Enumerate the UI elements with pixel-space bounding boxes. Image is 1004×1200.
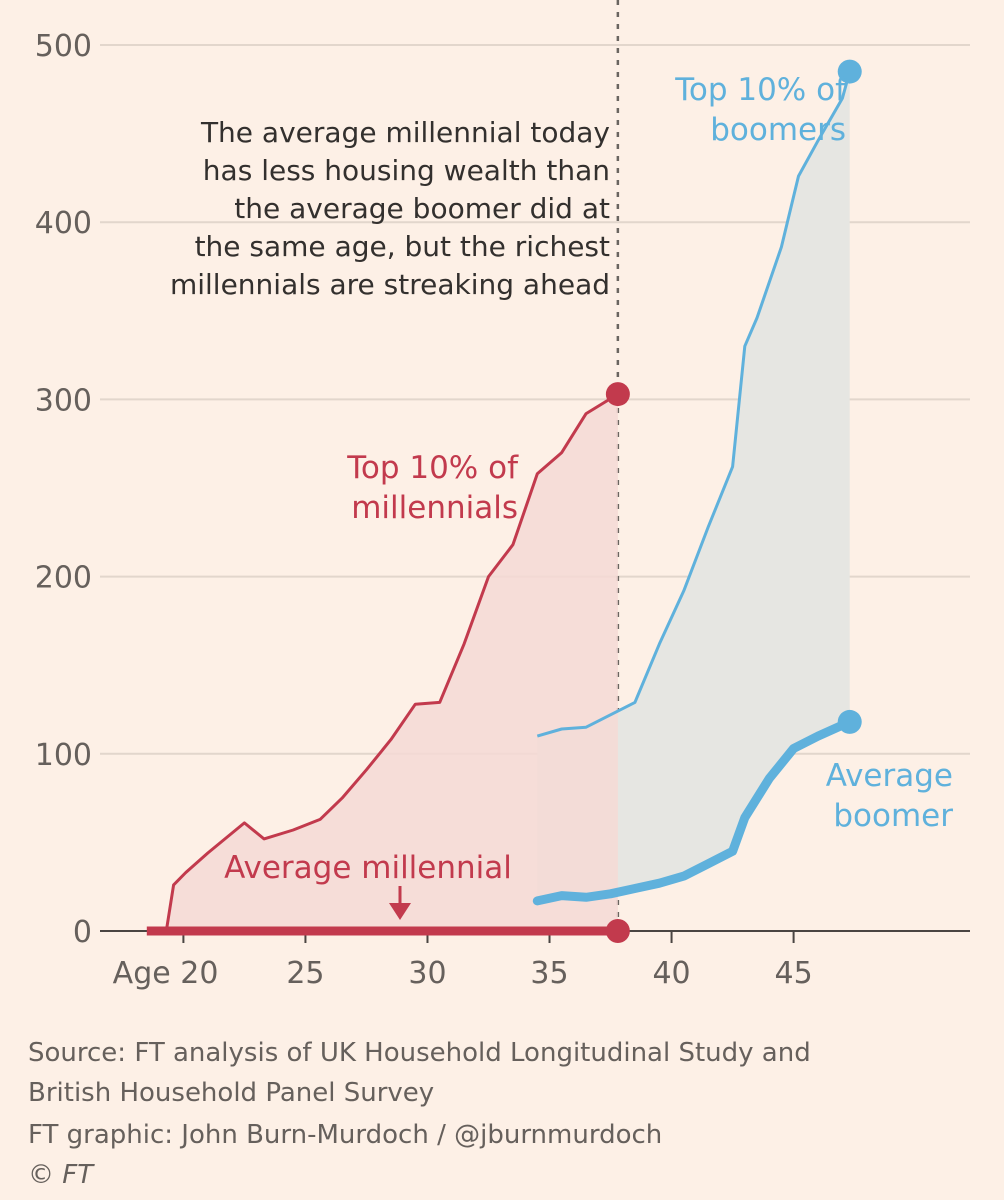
y-tick-label: 100 [35, 738, 92, 773]
x-tick-label: 25 [286, 956, 324, 991]
y-tick-label: 200 [35, 561, 92, 596]
x-tick-label: 35 [530, 956, 568, 991]
source-line-1: Source: FT analysis of UK Household Long… [28, 1038, 811, 1068]
copyright: © FT [28, 1160, 94, 1190]
x-tick-label: 40 [652, 956, 690, 991]
top-boomers-line [536, 71, 852, 738]
source-line-2: British Household Panel Survey [28, 1078, 435, 1108]
y-tick-label: 500 [35, 29, 92, 64]
y-tick-label: 0 [73, 915, 92, 950]
housing-wealth-chart: 0 100 200 300 400 500 Age 20 25 30 35 40 45 The ave… [35, 0, 970, 991]
annotation-text: The average millennial today has less hou… [170, 116, 610, 301]
y-tick-label: 300 [35, 383, 92, 418]
average-millennial-arrow-head [389, 903, 411, 920]
average-millennial-label: Average millennial [224, 850, 512, 886]
y-tick-label: 400 [35, 206, 92, 241]
x-tick-label: Age 20 [113, 956, 219, 991]
top-millennials-label: Top 10% of millennials [346, 450, 519, 526]
x-tick-label: 45 [774, 956, 812, 991]
average-millennial-marker [605, 919, 630, 943]
average-boomer-label: Average boomer [826, 758, 954, 834]
graphic-credit: FT graphic: John Burn-Murdoch / @jburnmu… [28, 1120, 663, 1150]
top-millennials-marker [605, 382, 630, 407]
average-boomer-marker [837, 709, 862, 734]
top-boomers-label: Top 10% of boomers [674, 72, 847, 148]
average-boomer-line [532, 717, 855, 906]
millennial-range-area [149, 394, 618, 932]
top-boomers-marker [837, 59, 862, 84]
x-tick-label: 30 [408, 956, 446, 991]
top-millennials-line [149, 392, 619, 933]
